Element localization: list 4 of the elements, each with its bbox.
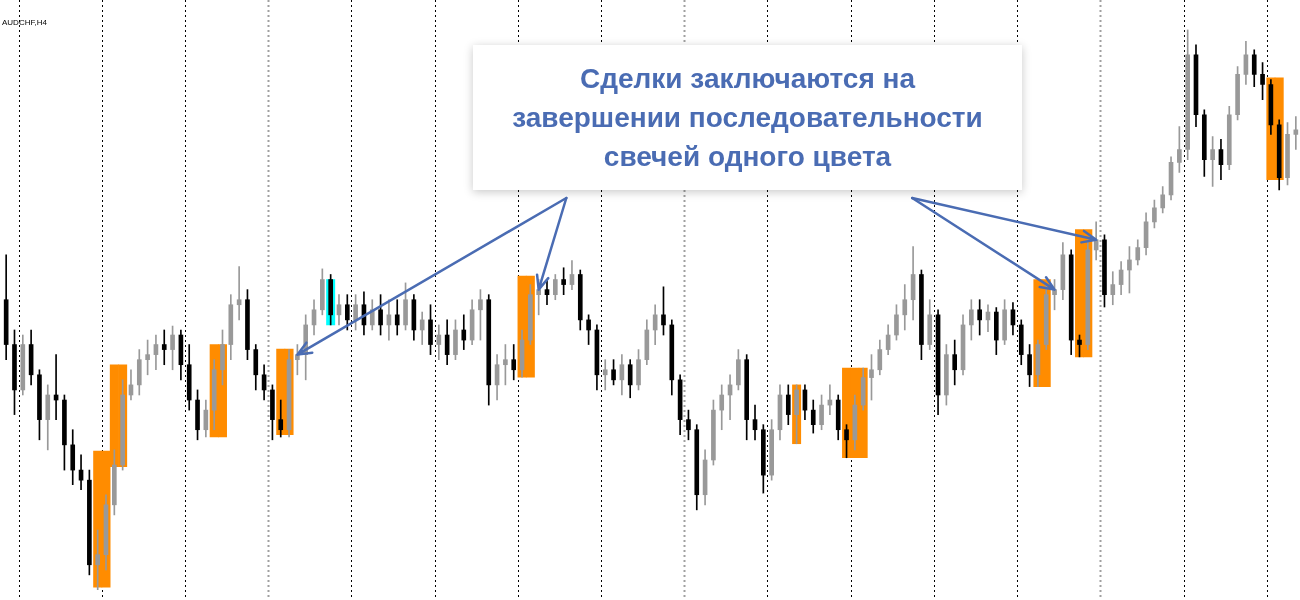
- candlestick: [602, 359, 608, 391]
- candlestick: [161, 329, 167, 366]
- chart-title: AUDCHF,H4: [2, 18, 48, 27]
- annotation: Сделки заключаются на завершении последовательности свечей одного цвета: [473, 45, 1022, 190]
